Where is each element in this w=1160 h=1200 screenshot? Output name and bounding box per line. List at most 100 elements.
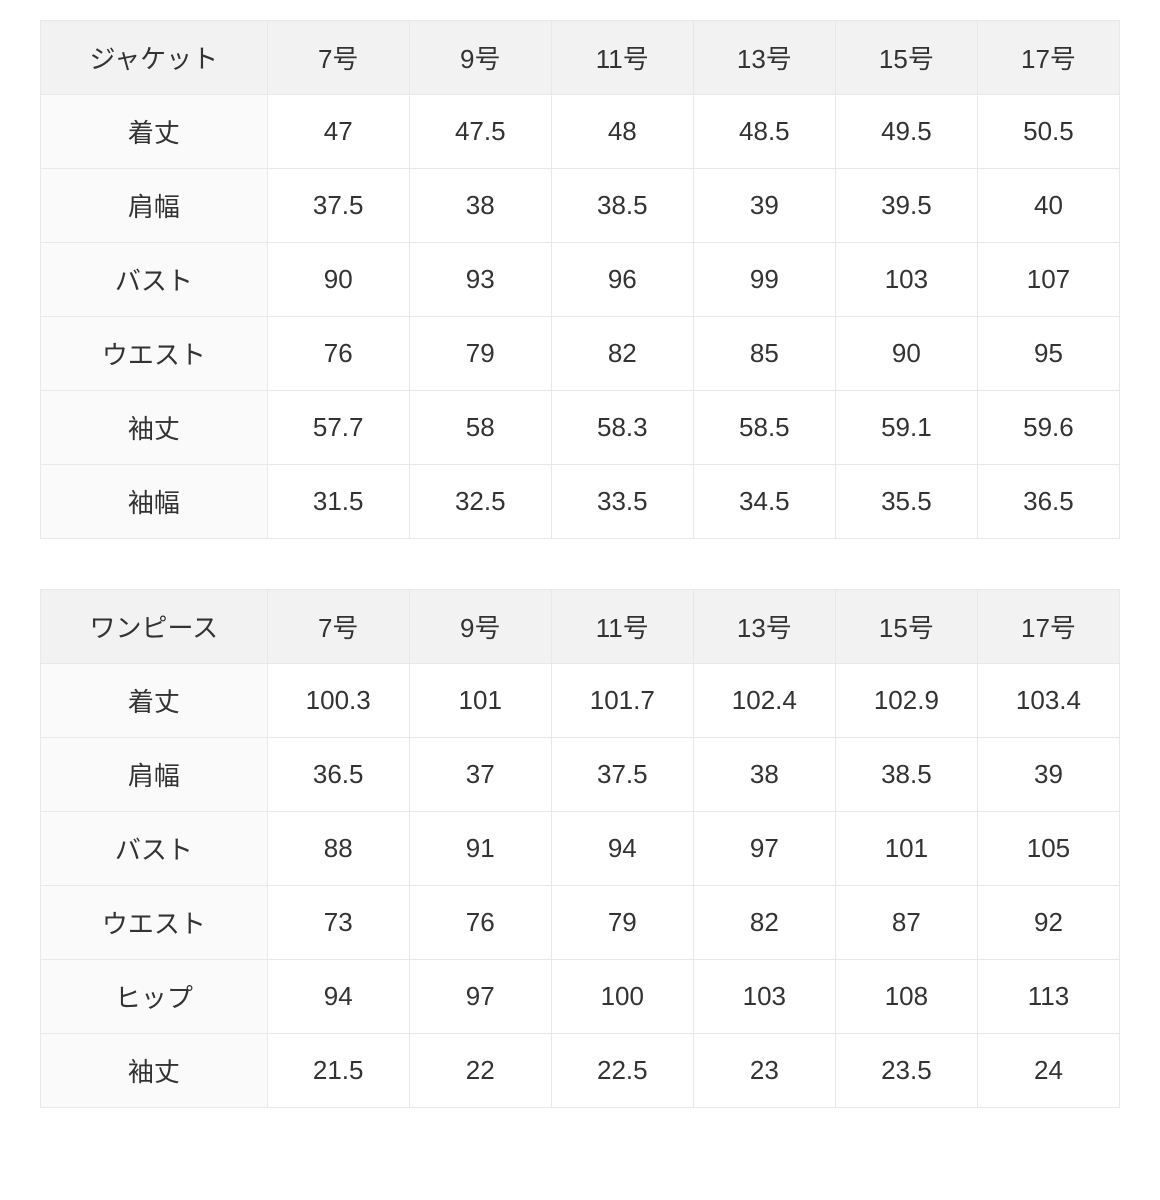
data-cell: 36.5 <box>977 465 1119 539</box>
data-cell: 96 <box>551 243 693 317</box>
size-tables-container: ジャケット7号9号11号13号15号17号着丈4747.54848.549.55… <box>40 20 1120 1108</box>
size-table-0: ジャケット7号9号11号13号15号17号着丈4747.54848.549.55… <box>40 20 1120 539</box>
data-cell: 73 <box>267 886 409 960</box>
data-cell: 35.5 <box>835 465 977 539</box>
data-cell: 58.5 <box>693 391 835 465</box>
table-header-cell: 17号 <box>977 590 1119 664</box>
row-label-cell: 着丈 <box>41 664 268 738</box>
data-cell: 48 <box>551 95 693 169</box>
table-row: ウエスト767982859095 <box>41 317 1120 391</box>
data-cell: 113 <box>977 960 1119 1034</box>
data-cell: 90 <box>267 243 409 317</box>
data-cell: 37.5 <box>267 169 409 243</box>
data-cell: 59.1 <box>835 391 977 465</box>
data-cell: 38.5 <box>551 169 693 243</box>
data-cell: 102.9 <box>835 664 977 738</box>
row-label-cell: ヒップ <box>41 960 268 1034</box>
data-cell: 38.5 <box>835 738 977 812</box>
row-label-cell: 袖丈 <box>41 391 268 465</box>
data-cell: 97 <box>409 960 551 1034</box>
data-cell: 82 <box>693 886 835 960</box>
data-cell: 92 <box>977 886 1119 960</box>
data-cell: 103 <box>693 960 835 1034</box>
data-cell: 93 <box>409 243 551 317</box>
table-header-cell: 9号 <box>409 21 551 95</box>
table-row: 袖丈21.52222.52323.524 <box>41 1034 1120 1108</box>
data-cell: 103 <box>835 243 977 317</box>
data-cell: 38 <box>693 738 835 812</box>
data-cell: 32.5 <box>409 465 551 539</box>
size-table-1: ワンピース7号9号11号13号15号17号着丈100.3101101.7102.… <box>40 589 1120 1108</box>
data-cell: 101 <box>835 812 977 886</box>
row-label-cell: ウエスト <box>41 886 268 960</box>
data-cell: 37 <box>409 738 551 812</box>
table-header-cell: 13号 <box>693 590 835 664</box>
data-cell: 50.5 <box>977 95 1119 169</box>
data-cell: 95 <box>977 317 1119 391</box>
data-cell: 79 <box>551 886 693 960</box>
data-cell: 22.5 <box>551 1034 693 1108</box>
data-cell: 21.5 <box>267 1034 409 1108</box>
row-label-cell: 着丈 <box>41 95 268 169</box>
table-row: 肩幅36.53737.53838.539 <box>41 738 1120 812</box>
table-header-row: ジャケット7号9号11号13号15号17号 <box>41 21 1120 95</box>
row-label-cell: 袖丈 <box>41 1034 268 1108</box>
data-cell: 24 <box>977 1034 1119 1108</box>
table-row: ウエスト737679828792 <box>41 886 1120 960</box>
data-cell: 34.5 <box>693 465 835 539</box>
data-cell: 57.7 <box>267 391 409 465</box>
data-cell: 48.5 <box>693 95 835 169</box>
table-row: 袖丈57.75858.358.559.159.6 <box>41 391 1120 465</box>
data-cell: 59.6 <box>977 391 1119 465</box>
data-cell: 85 <box>693 317 835 391</box>
data-cell: 105 <box>977 812 1119 886</box>
data-cell: 22 <box>409 1034 551 1108</box>
data-cell: 76 <box>267 317 409 391</box>
table-row: バスト90939699103107 <box>41 243 1120 317</box>
table-header-cell: 17号 <box>977 21 1119 95</box>
data-cell: 47 <box>267 95 409 169</box>
table-header-cell: 9号 <box>409 590 551 664</box>
row-label-cell: ウエスト <box>41 317 268 391</box>
data-cell: 108 <box>835 960 977 1034</box>
data-cell: 23.5 <box>835 1034 977 1108</box>
table-header-cell: 11号 <box>551 21 693 95</box>
table-row: 着丈4747.54848.549.550.5 <box>41 95 1120 169</box>
data-cell: 101.7 <box>551 664 693 738</box>
data-cell: 97 <box>693 812 835 886</box>
table-header-cell: 11号 <box>551 590 693 664</box>
data-cell: 36.5 <box>267 738 409 812</box>
data-cell: 101 <box>409 664 551 738</box>
data-cell: 107 <box>977 243 1119 317</box>
data-cell: 40 <box>977 169 1119 243</box>
data-cell: 37.5 <box>551 738 693 812</box>
data-cell: 58.3 <box>551 391 693 465</box>
data-cell: 87 <box>835 886 977 960</box>
row-label-cell: バスト <box>41 243 268 317</box>
data-cell: 49.5 <box>835 95 977 169</box>
data-cell: 23 <box>693 1034 835 1108</box>
data-cell: 47.5 <box>409 95 551 169</box>
table-header-cell: 15号 <box>835 590 977 664</box>
table-header-row: ワンピース7号9号11号13号15号17号 <box>41 590 1120 664</box>
data-cell: 76 <box>409 886 551 960</box>
data-cell: 100 <box>551 960 693 1034</box>
table-header-cell: 15号 <box>835 21 977 95</box>
table-header-cell: ジャケット <box>41 21 268 95</box>
data-cell: 33.5 <box>551 465 693 539</box>
table-row: 着丈100.3101101.7102.4102.9103.4 <box>41 664 1120 738</box>
data-cell: 38 <box>409 169 551 243</box>
table-header-cell: ワンピース <box>41 590 268 664</box>
table-row: バスト88919497101105 <box>41 812 1120 886</box>
data-cell: 39 <box>693 169 835 243</box>
data-cell: 94 <box>267 960 409 1034</box>
data-cell: 31.5 <box>267 465 409 539</box>
data-cell: 39.5 <box>835 169 977 243</box>
data-cell: 94 <box>551 812 693 886</box>
data-cell: 91 <box>409 812 551 886</box>
data-cell: 103.4 <box>977 664 1119 738</box>
table-row: ヒップ9497100103108113 <box>41 960 1120 1034</box>
data-cell: 39 <box>977 738 1119 812</box>
table-row: 袖幅31.532.533.534.535.536.5 <box>41 465 1120 539</box>
row-label-cell: 肩幅 <box>41 169 268 243</box>
